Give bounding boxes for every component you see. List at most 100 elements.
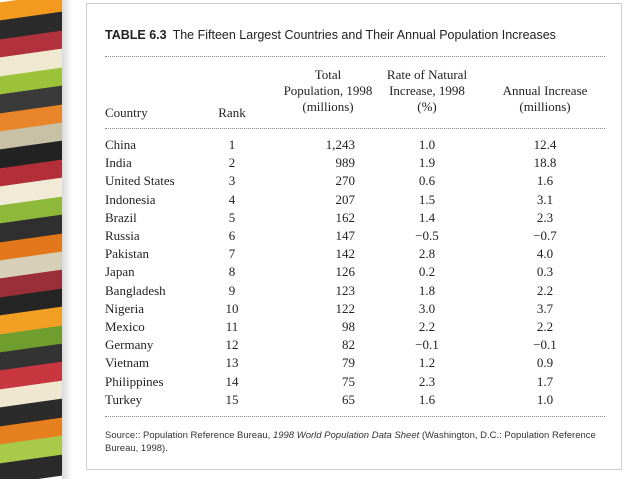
table-row: Philippines 14 75 2.3 1.7 <box>87 373 623 391</box>
cell-population: 75 <box>342 373 355 389</box>
cell-country: Nigeria <box>105 300 144 316</box>
source-note: Source:: Population Reference Bureau, 19… <box>105 429 605 455</box>
bottom-rule <box>105 416 605 417</box>
cell-country: Mexico <box>105 319 145 334</box>
cell-rank: 9 <box>228 282 236 298</box>
table-row: Japan 8 126 0.2 0.3 <box>87 263 623 281</box>
cell-rank: 14 <box>225 373 239 389</box>
cell-increase: 4.0 <box>536 246 554 262</box>
cell-rate: 3.0 <box>418 300 436 316</box>
cell-country: Vietnam <box>105 355 149 371</box>
header-increase-line1: Annual Increase <box>502 83 588 98</box>
cell-country: Indonesia <box>105 191 156 207</box>
cell-rate: 1.8 <box>418 282 436 298</box>
cell-increase: 3.7 <box>536 300 554 316</box>
top-rule <box>105 56 605 57</box>
header-increase-line2: (millions) <box>519 99 571 114</box>
cell-increase: −0.1 <box>533 337 557 353</box>
cell-increase: 0.9 <box>536 355 554 371</box>
cell-rate: 2.8 <box>418 246 436 262</box>
header-population-line3: (millions) <box>302 99 354 114</box>
cell-country: United States <box>105 173 175 189</box>
header-rate-line1: Rate of Natural <box>386 67 468 82</box>
cell-increase: 2.2 <box>536 319 554 334</box>
cell-increase: 1.6 <box>536 173 554 189</box>
cell-rank: 12 <box>225 337 239 353</box>
cell-country: Brazil <box>105 209 137 225</box>
cell-rate: 0.6 <box>418 173 436 189</box>
cell-country: Turkey <box>105 391 143 407</box>
table-row: Bangladesh 9 123 1.8 2.2 <box>87 282 623 300</box>
cell-increase: 0.3 <box>536 264 554 280</box>
table-row: United States 3 270 0.6 1.6 <box>87 172 623 190</box>
cell-increase: 12.4 <box>533 137 557 152</box>
cell-rate: −0.5 <box>415 228 439 243</box>
cell-population: 98 <box>342 319 355 334</box>
cell-population: 79 <box>342 355 355 371</box>
cell-population: 82 <box>342 337 355 353</box>
header-rule <box>105 128 605 129</box>
cell-population: 162 <box>335 209 356 225</box>
cell-rate: 0.2 <box>418 264 436 280</box>
table-panel: TABLE 6.3 The Fifteen Largest Countries a… <box>86 3 622 470</box>
header-rate-line3: (%) <box>417 99 437 114</box>
cell-rank: 4 <box>228 191 236 207</box>
cell-increase: 1.7 <box>536 373 554 389</box>
header-rate: Rate of Natural Increase, 1998 (%) <box>377 67 477 115</box>
cell-country: Japan <box>105 264 135 280</box>
cell-country: Pakistan <box>105 246 150 262</box>
table-row: China 1 1,243 1.0 12.4 <box>87 136 623 154</box>
cell-rate: 1.0 <box>418 137 436 152</box>
cell-rate: −0.1 <box>415 337 439 353</box>
cell-rate: 2.2 <box>418 319 436 334</box>
cell-increase: 1.0 <box>536 391 554 407</box>
header-rank: Rank <box>218 105 246 120</box>
cell-population: 65 <box>342 391 355 407</box>
cell-population: 207 <box>335 191 356 207</box>
header-rate-line2: Increase, 1998 <box>389 83 465 98</box>
cell-country: Bangladesh <box>105 282 166 298</box>
cell-population: 1,243 <box>325 137 355 152</box>
table-row: Brazil 5 162 1.4 2.3 <box>87 209 623 227</box>
decorative-stripe-bar <box>0 0 72 479</box>
cell-rate: 2.3 <box>418 373 436 389</box>
table-title: TABLE 6.3 The Fifteen Largest Countries a… <box>105 28 556 42</box>
cell-population: 142 <box>335 246 356 262</box>
source-prefix: Source:: Population Reference Bureau, <box>105 430 273 441</box>
cell-country: Germany <box>105 337 154 353</box>
source-suffix: (Washington, D.C.: Population Reference … <box>105 430 596 454</box>
cell-rank: 8 <box>228 264 236 280</box>
cell-population: 270 <box>335 173 356 189</box>
table-row: Indonesia 4 207 1.5 3.1 <box>87 191 623 209</box>
cell-country: China <box>105 137 137 152</box>
table-label: TABLE 6.3 <box>105 28 167 42</box>
cell-increase: 18.8 <box>533 155 557 171</box>
cell-population: 123 <box>335 282 356 298</box>
cell-population: 122 <box>335 300 356 316</box>
table-row: Turkey 15 65 1.6 1.0 <box>87 391 623 409</box>
cell-population: 147 <box>335 228 356 243</box>
stripe-shadow <box>62 0 72 479</box>
table-row: Nigeria 10 122 3.0 3.7 <box>87 300 623 318</box>
table-row: India 2 989 1.9 18.8 <box>87 154 623 172</box>
cell-increase: 2.3 <box>536 209 554 225</box>
cell-rank: 13 <box>225 355 239 371</box>
cell-rank: 5 <box>228 209 236 225</box>
table-row: Germany 12 82 −0.1 −0.1 <box>87 336 623 354</box>
header-country: Country <box>105 105 148 120</box>
cell-increase: 3.1 <box>536 191 554 207</box>
cell-rank: 11 <box>225 319 239 334</box>
cell-rank: 1 <box>228 137 236 152</box>
source-work: 1998 World Population Data Sheet <box>272 430 420 441</box>
cell-rank: 2 <box>228 155 236 171</box>
cell-population: 126 <box>335 264 356 280</box>
table-row: Vietnam 13 79 1.2 0.9 <box>87 354 623 372</box>
cell-rate: 1.2 <box>418 355 436 371</box>
cell-country: India <box>105 155 132 171</box>
cell-rate: 1.4 <box>418 209 436 225</box>
cell-rate: 1.6 <box>418 391 436 407</box>
header-population-line2: Population, 1998 <box>283 83 373 98</box>
header-increase: Annual Increase (millions) <box>492 83 598 115</box>
table-row: Russia 6 147 −0.5 −0.7 <box>87 227 623 245</box>
cell-country: Philippines <box>105 373 164 389</box>
